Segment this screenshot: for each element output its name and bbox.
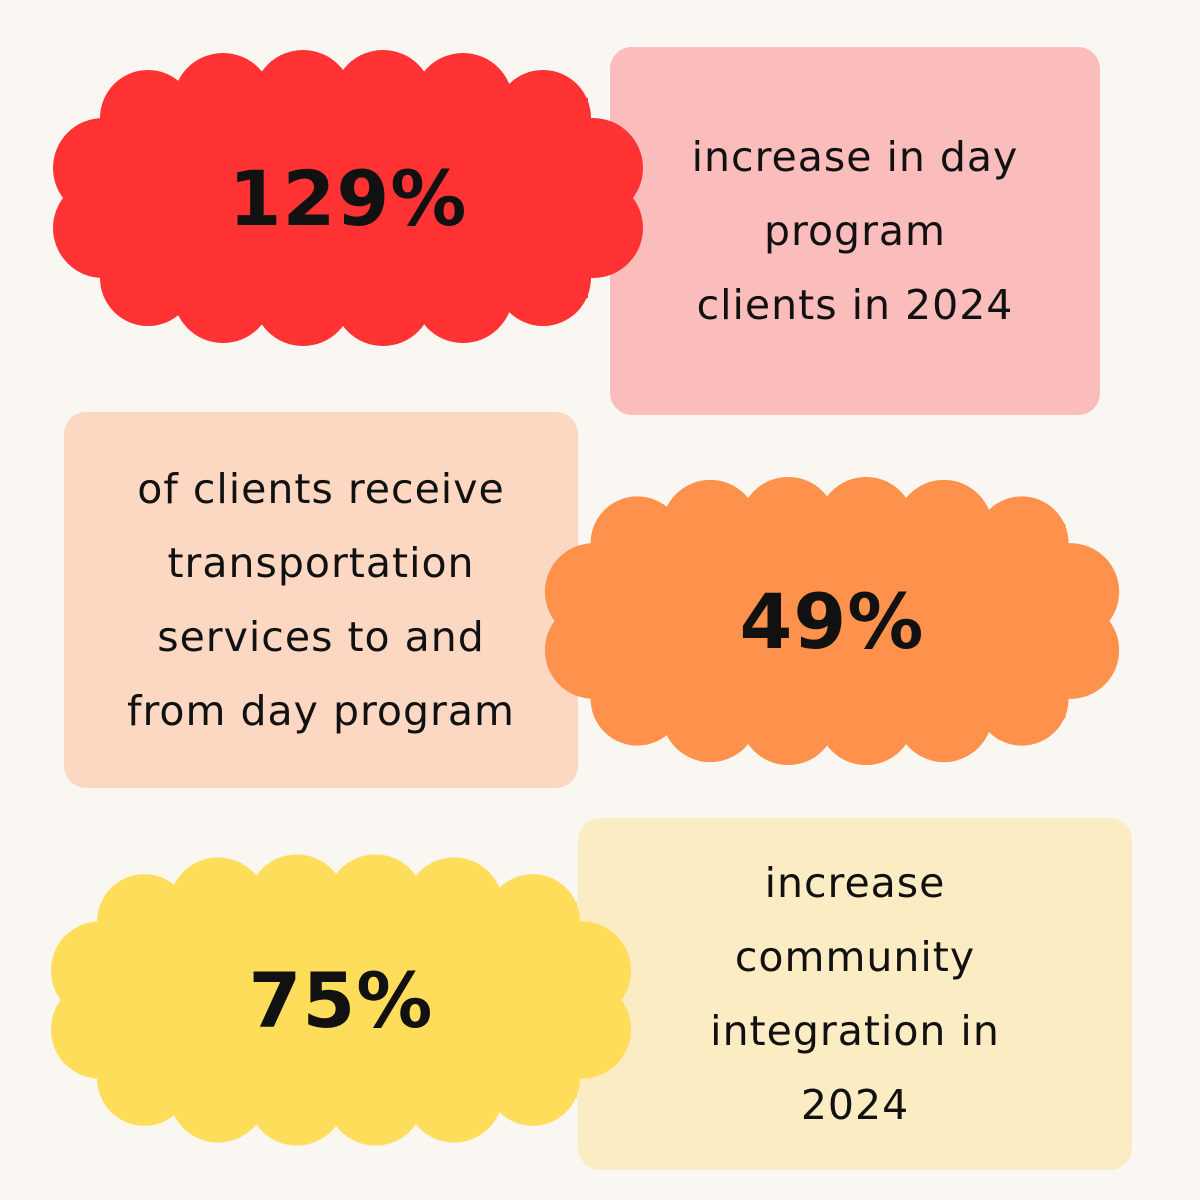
cloud-shape	[544, 476, 1120, 766]
stat-3-description: increase community integration in 2024	[710, 859, 1000, 1129]
stat-2-description: of clients receive transportation servic…	[127, 465, 515, 735]
stat-1-cloud: 129%	[48, 48, 648, 348]
cloud-shape	[50, 854, 632, 1146]
stat-2-value: 49%	[739, 576, 925, 666]
stat-1-description-box: increase in day program clients in 2024	[610, 47, 1100, 415]
stat-3-value: 75%	[248, 955, 434, 1045]
stat-2-description-box: of clients receive transportation servic…	[64, 412, 578, 788]
cloud-shape	[53, 50, 643, 346]
stat-3-cloud: 75%	[46, 848, 636, 1152]
stat-1-value: 129%	[228, 153, 468, 243]
stat-3-description-box: increase community integration in 2024	[578, 818, 1132, 1170]
stat-1-description: increase in day program clients in 2024	[691, 133, 1019, 329]
stat-2-cloud: 49%	[540, 470, 1124, 772]
